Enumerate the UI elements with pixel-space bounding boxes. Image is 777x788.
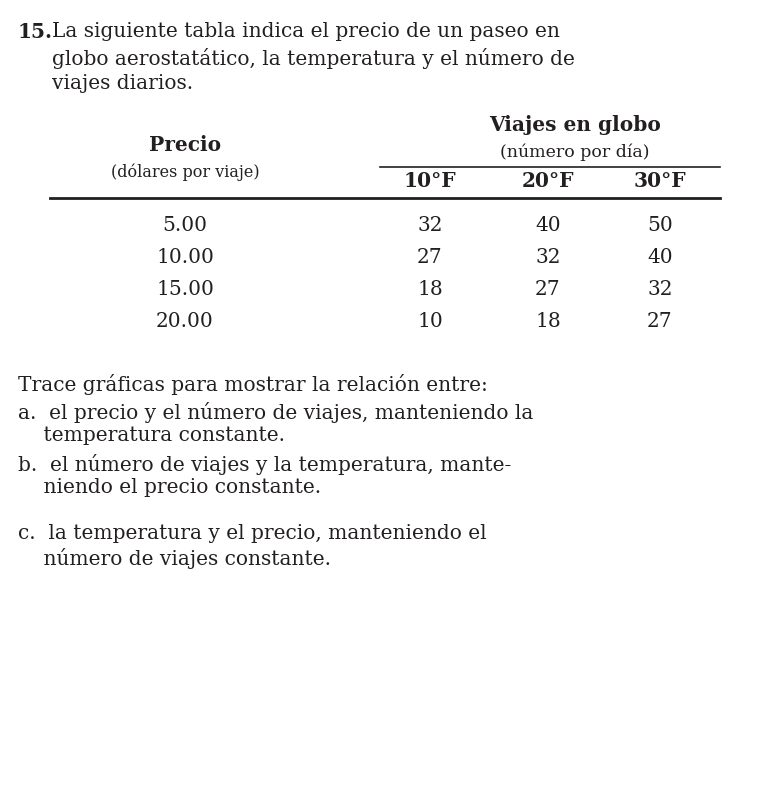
Text: 20.00: 20.00 xyxy=(156,312,214,331)
Text: (número por día): (número por día) xyxy=(500,143,650,161)
Text: La siguiente tabla indica el precio de un paseo en: La siguiente tabla indica el precio de u… xyxy=(52,22,560,41)
Text: 18: 18 xyxy=(417,280,443,299)
Text: 10: 10 xyxy=(417,312,443,331)
Text: Viajes en globo: Viajes en globo xyxy=(489,115,661,135)
Text: globo aerostatático, la temperatura y el número de: globo aerostatático, la temperatura y el… xyxy=(52,48,575,69)
Text: 5.00: 5.00 xyxy=(162,216,207,235)
Text: 10.00: 10.00 xyxy=(156,248,214,267)
Text: temperatura constante.: temperatura constante. xyxy=(18,426,285,445)
Text: 27: 27 xyxy=(417,248,443,267)
Text: 32: 32 xyxy=(417,216,443,235)
Text: 32: 32 xyxy=(647,280,673,299)
Text: 40: 40 xyxy=(647,248,673,267)
Text: (dólares por viaje): (dólares por viaje) xyxy=(110,163,260,180)
Text: 27: 27 xyxy=(647,312,673,331)
Text: Precio: Precio xyxy=(149,135,221,155)
Text: 30°F: 30°F xyxy=(634,171,686,191)
Text: 15.: 15. xyxy=(18,22,53,42)
Text: c.  la temperatura y el precio, manteniendo el: c. la temperatura y el precio, mantenien… xyxy=(18,524,486,543)
Text: viajes diarios.: viajes diarios. xyxy=(52,74,193,93)
Text: 15.00: 15.00 xyxy=(156,280,214,299)
Text: 18: 18 xyxy=(535,312,561,331)
Text: 27: 27 xyxy=(535,280,561,299)
Text: 10°F: 10°F xyxy=(404,171,456,191)
Text: 32: 32 xyxy=(535,248,561,267)
Text: a.  el precio y el número de viajes, manteniendo la: a. el precio y el número de viajes, mant… xyxy=(18,402,533,423)
Text: niendo el precio constante.: niendo el precio constante. xyxy=(18,478,321,497)
Text: 20°F: 20°F xyxy=(521,171,574,191)
Text: Trace gráficas para mostrar la relación entre:: Trace gráficas para mostrar la relación … xyxy=(18,374,488,395)
Text: 40: 40 xyxy=(535,216,561,235)
Text: número de viajes constante.: número de viajes constante. xyxy=(18,548,331,569)
Text: 50: 50 xyxy=(647,216,673,235)
Text: b.  el número de viajes y la temperatura, mante-: b. el número de viajes y la temperatura,… xyxy=(18,454,511,475)
